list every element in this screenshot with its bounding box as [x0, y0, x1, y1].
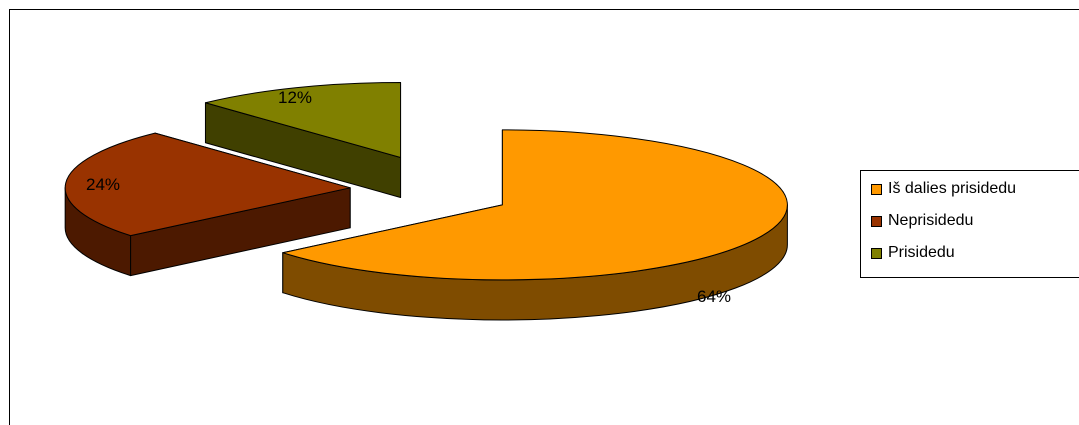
- legend-item-is-dalies-prisidedu: Iš dalies prisidedu: [871, 177, 1016, 201]
- legend: Iš dalies prisidedu Neprisidedu Prisided…: [860, 170, 1079, 278]
- legend-label: Neprisidedu: [888, 212, 974, 229]
- pie-slice-2: [204, 81, 402, 158]
- chart-frame: [9, 9, 1079, 425]
- pie-slice-0: [282, 129, 788, 281]
- legend-label: Prisidedu: [888, 244, 955, 261]
- pie-slice-1: [64, 132, 351, 237]
- legend-swatch: [871, 247, 882, 259]
- legend-swatch: [871, 215, 882, 227]
- data-label-24: 24%: [86, 175, 121, 194]
- data-label-12: 12%: [278, 88, 313, 107]
- data-label-64: 64%: [697, 287, 732, 306]
- legend-item-prisidedu: Prisidedu: [871, 241, 955, 265]
- legend-label: Iš dalies prisidedu: [888, 180, 1017, 197]
- legend-swatch: [871, 183, 882, 195]
- legend-item-neprisidedu: Neprisidedu: [871, 209, 973, 233]
